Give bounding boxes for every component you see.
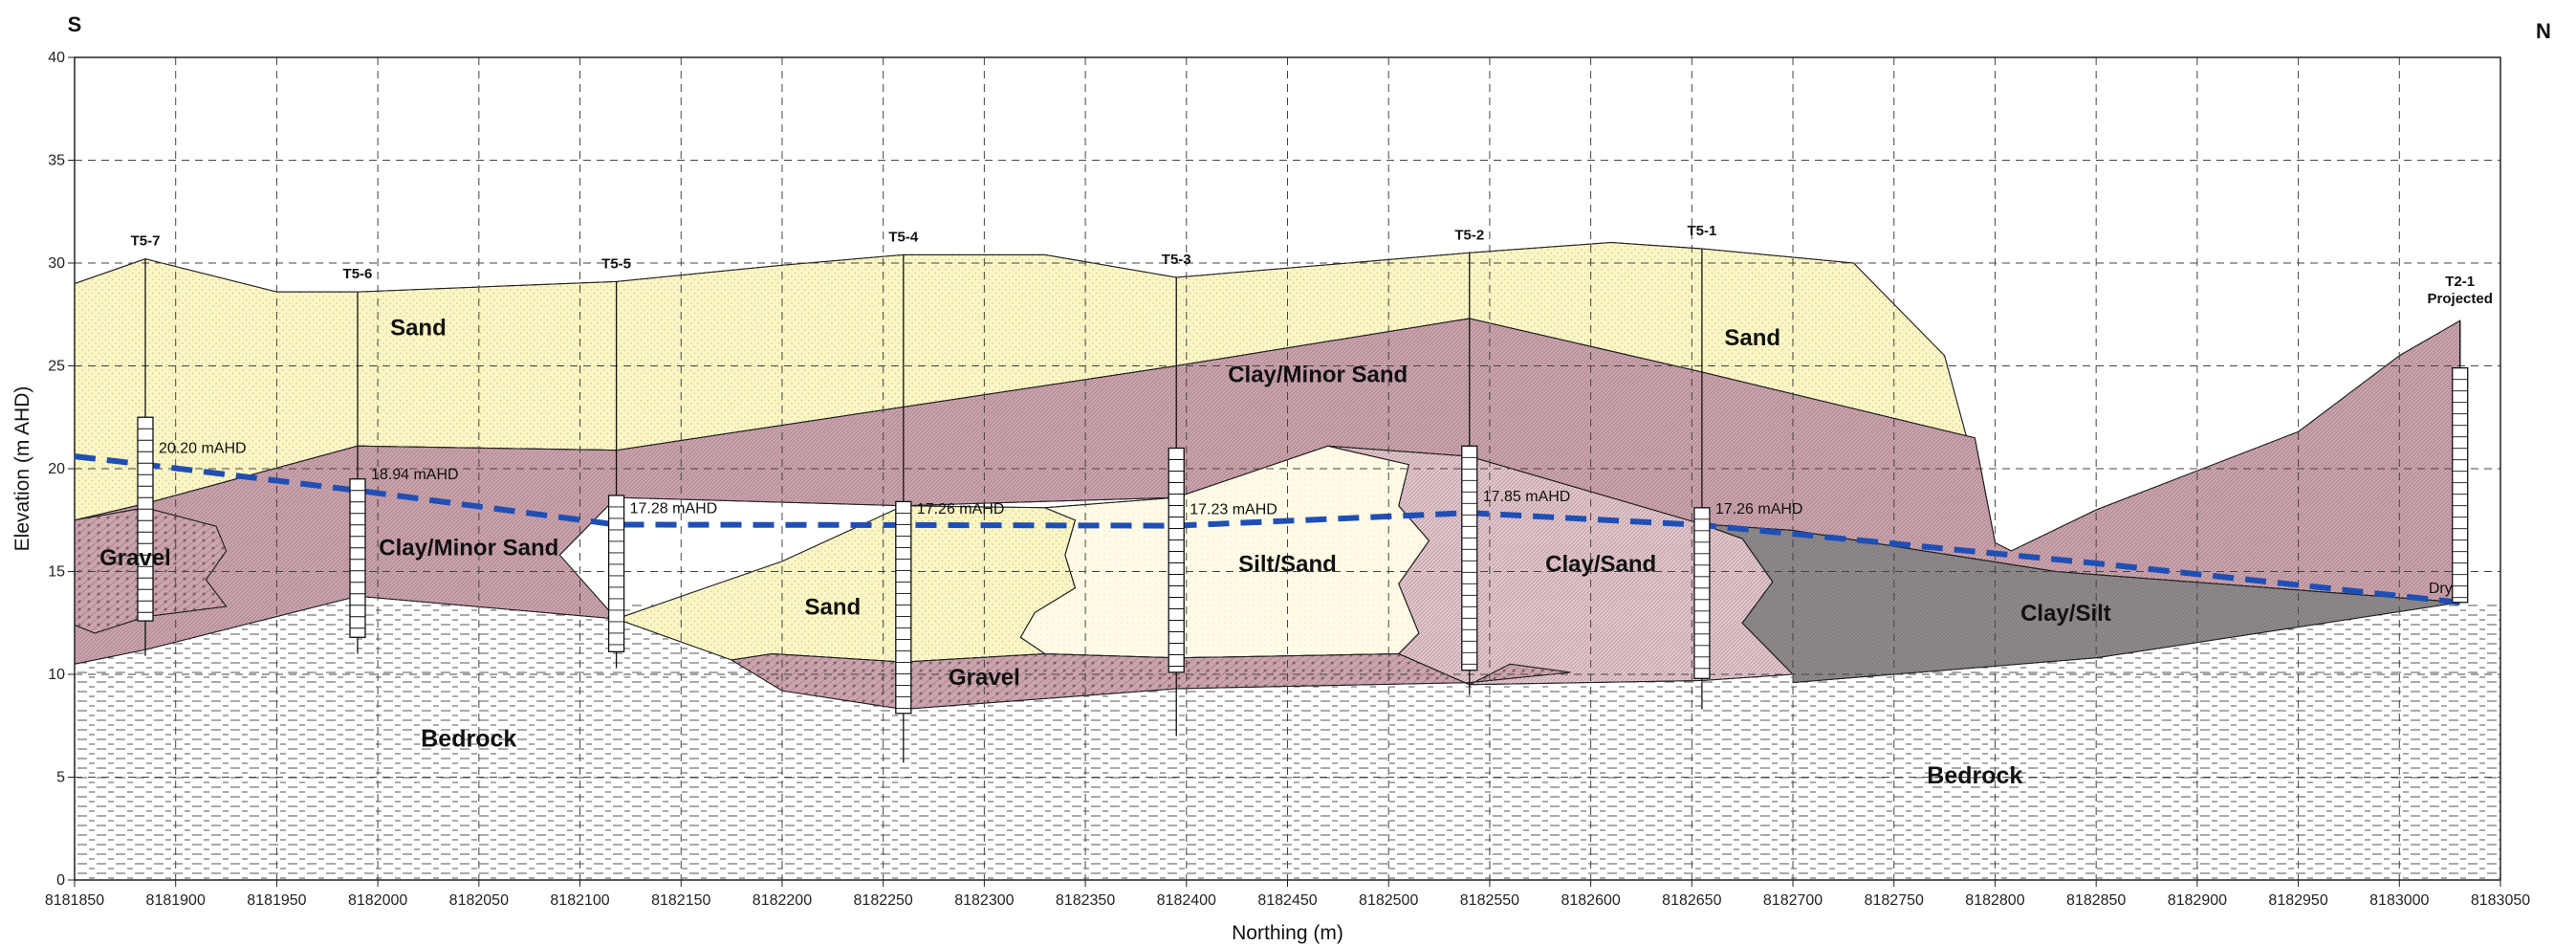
unit-label-sand-north: Sand: [1724, 325, 1780, 351]
water-level-label: 18.94 mAHD: [371, 467, 459, 483]
water-level-label: 17.85 mAHD: [1483, 489, 1571, 505]
y-tick-label: 15: [48, 564, 65, 581]
unit-label-sand-lower: Sand: [804, 595, 861, 621]
compass-south: S: [68, 12, 82, 36]
borehole-t5-6-screen: [349, 478, 366, 638]
borehole-label: T5-1: [1687, 223, 1716, 239]
borehole-t5-2-screen: [1461, 445, 1478, 671]
x-tick-label: 8182750: [1865, 892, 1924, 909]
x-axis-title: Northing (m): [1232, 922, 1343, 944]
borehole-sublabel: Projected: [2428, 291, 2493, 307]
borehole-label: T5-5: [601, 255, 631, 272]
unit-label-silt-sand: Silt/Sand: [1238, 552, 1337, 578]
x-tick-label: 8182850: [2066, 892, 2126, 909]
unit-sand-lower-pattern: [615, 505, 1077, 663]
x-tick-label: 8182100: [550, 892, 609, 909]
x-tick-label: 8182400: [1157, 892, 1216, 909]
y-tick-label: 35: [48, 153, 65, 169]
unit-label-clay-sand: Clay/Sand: [1545, 552, 1656, 578]
x-tick-label: 8182500: [1359, 892, 1418, 909]
y-tick-label: 10: [48, 667, 65, 683]
y-tick-label: 20: [48, 461, 65, 477]
unit-label-gravel-lower: Gravel: [949, 665, 1020, 691]
compass-north: N: [2536, 19, 2551, 43]
unit-label-gravel-upper-left: Gravel: [99, 545, 171, 571]
y-tick-label: 0: [56, 872, 65, 889]
water-level-label: 17.26 mAHD: [917, 501, 1005, 517]
unit-label-sand: Sand: [390, 315, 447, 341]
borehole-t2-1-screen: [2452, 366, 2469, 604]
x-tick-label: 8182300: [954, 892, 1014, 909]
x-tick-label: 8182450: [1257, 892, 1317, 909]
water-level-label: 17.28 mAHD: [630, 500, 718, 517]
x-tick-label: 8182350: [1056, 892, 1115, 909]
x-tick-label: 8182900: [2168, 892, 2227, 909]
x-tick-label: 8181850: [45, 892, 104, 909]
borehole-label: T5-7: [131, 233, 161, 250]
borehole-t5-4-screen: [895, 500, 912, 715]
unit-label-bedrock: Bedrock: [421, 725, 516, 752]
x-tick-label: 8181900: [146, 892, 206, 909]
x-tick-label: 8182700: [1763, 892, 1823, 909]
borehole-label: T5-6: [343, 266, 373, 282]
unit-label-bedrock-2: Bedrock: [1927, 762, 2022, 789]
borehole-t5-3-screen: [1168, 447, 1185, 673]
x-tick-label: 8182250: [854, 892, 913, 909]
x-tick-label: 8183050: [2471, 892, 2530, 909]
borehole-label: T5-2: [1454, 227, 1484, 243]
unit-clay-silt-pattern: [1701, 523, 2460, 684]
x-tick-label: 8182650: [1662, 892, 1721, 909]
x-tick-label: 8182600: [1561, 892, 1620, 909]
water-table-line: [74, 453, 2461, 605]
borehole-label: T5-3: [1162, 252, 1191, 268]
x-tick-label: 8183000: [2369, 892, 2429, 909]
x-tick-label: 8182550: [1460, 892, 1519, 909]
y-tick-label: 5: [56, 770, 65, 786]
unit-label-clay-silt: Clay/Silt: [2020, 601, 2111, 627]
y-tick-label: 25: [48, 359, 65, 375]
borehole-t5-7-screen: [137, 416, 154, 622]
unit-label-clay-minor-sand: Clay/Minor Sand: [1228, 363, 1408, 388]
x-tick-label: 8181950: [247, 892, 306, 909]
water-level-label: 17.26 mAHD: [1715, 501, 1803, 517]
x-tick-label: 8182800: [1965, 892, 2024, 909]
x-tick-label: 8182050: [449, 892, 509, 909]
x-tick-label: 8182150: [651, 892, 710, 909]
x-tick-label: 8182950: [2268, 892, 2327, 909]
y-tick-label: 40: [48, 50, 65, 66]
y-axis-title: Elevation (m AHD): [11, 386, 33, 552]
borehole-label: T2-1: [2445, 274, 2475, 290]
water-level-label: 20.20 mAHD: [159, 441, 247, 457]
water-level-label: Dry: [2429, 581, 2453, 597]
borehole-label: T5-4: [888, 229, 919, 245]
water-level-label: 17.23 mAHD: [1190, 502, 1277, 518]
y-tick-label: 30: [48, 255, 65, 272]
borehole-t5-5-screen: [607, 495, 625, 653]
unit-label-clay-minor-sand-2: Clay/Minor Sand: [379, 535, 558, 561]
x-tick-label: 8182200: [753, 892, 812, 909]
borehole-t5-1-screen: [1693, 507, 1711, 679]
x-tick-label: 8182000: [348, 892, 407, 909]
